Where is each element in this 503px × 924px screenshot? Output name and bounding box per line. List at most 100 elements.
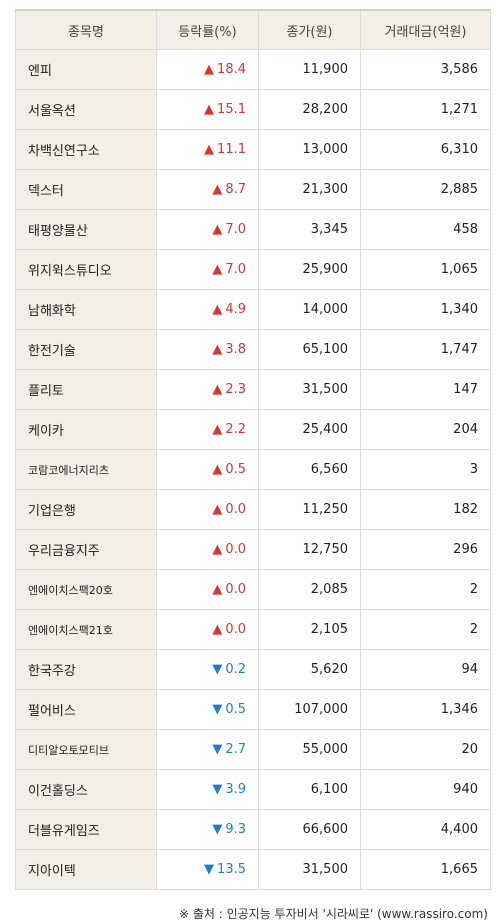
header-amount: 거래대금(억원) <box>360 9 491 50</box>
stock-name: 더블유게임즈 <box>15 809 157 850</box>
up-triangle-icon: ▲ <box>212 262 223 277</box>
change-rate-cell: ▲ 7.0 <box>156 209 259 250</box>
trading-value: 940 <box>360 769 491 810</box>
table-body: 엔피 ▲ 18.4 11,900 3,586 서울옥션 ▲ 15.1 28,200 1,271 차백… <box>15 49 491 890</box>
change-rate-cell: ▲ 0.0 <box>156 609 259 650</box>
stock-name: 지아이텍 <box>15 849 157 890</box>
change-rate-value: 0.5 <box>225 462 246 477</box>
change-rate-value: 0.0 <box>225 622 246 637</box>
change-rate-value: 0.0 <box>225 542 246 557</box>
up-triangle-icon: ▲ <box>212 422 223 437</box>
change-rate-value: 2.3 <box>225 382 246 397</box>
table-row: 이건홀딩스 ▼ 3.9 6,100 940 <box>15 769 491 810</box>
trading-value: 1,271 <box>360 89 491 130</box>
up-triangle-icon: ▲ <box>212 342 223 357</box>
closing-price: 14,000 <box>258 289 361 330</box>
change-rate-value: 0.5 <box>225 702 246 717</box>
trading-value: 1,665 <box>360 849 491 890</box>
change-rate-cell: ▲ 0.5 <box>156 449 259 490</box>
up-triangle-icon: ▲ <box>212 222 223 237</box>
stock-name: 덱스터 <box>15 169 157 210</box>
table-row: 차백신연구소 ▲ 11.1 13,000 6,310 <box>15 129 491 170</box>
change-rate-value: 2.7 <box>225 742 246 757</box>
change-rate-value: 0.0 <box>225 502 246 517</box>
change-rate-value: 13.5 <box>217 862 246 877</box>
change-rate-cell: ▲ 2.2 <box>156 409 259 450</box>
change-rate-cell: ▲ 18.4 <box>156 49 259 90</box>
table-row: 엔에이치스팩21호 ▲ 0.0 2,105 2 <box>15 609 491 650</box>
stock-name: 태평양물산 <box>15 209 157 250</box>
change-rate-cell: ▼ 9.3 <box>156 809 259 850</box>
up-triangle-icon: ▲ <box>212 542 223 557</box>
up-triangle-icon: ▲ <box>204 62 215 77</box>
down-triangle-icon: ▼ <box>204 862 215 877</box>
trading-value: 2 <box>360 609 491 650</box>
table-row: 태평양물산 ▲ 7.0 3,345 458 <box>15 209 491 250</box>
closing-price: 13,000 <box>258 129 361 170</box>
change-rate-value: 0.0 <box>225 582 246 597</box>
closing-price: 12,750 <box>258 529 361 570</box>
stock-name: 엔피 <box>15 49 157 90</box>
stock-name: 디티알오토모티브 <box>15 729 157 770</box>
table-row: 펄어비스 ▼ 0.5 107,000 1,346 <box>15 689 491 730</box>
change-rate-cell: ▲ 15.1 <box>156 89 259 130</box>
trading-value: 458 <box>360 209 491 250</box>
table-row: 서울옥션 ▲ 15.1 28,200 1,271 <box>15 89 491 130</box>
change-rate-value: 7.0 <box>225 222 246 237</box>
trading-value: 4,400 <box>360 809 491 850</box>
table-row: 디티알오토모티브 ▼ 2.7 55,000 20 <box>15 729 491 770</box>
up-triangle-icon: ▲ <box>212 462 223 477</box>
stock-name: 펄어비스 <box>15 689 157 730</box>
change-rate-value: 8.7 <box>225 182 246 197</box>
closing-price: 65,100 <box>258 329 361 370</box>
stock-name: 서울옥션 <box>15 89 157 130</box>
trading-value: 3 <box>360 449 491 490</box>
table-header-row: 종목명 등락률(%) 종가(원) 거래대금(억원) <box>15 9 491 50</box>
table-row: 우리금융지주 ▲ 0.0 12,750 296 <box>15 529 491 570</box>
closing-price: 11,250 <box>258 489 361 530</box>
stock-name: 차백신연구소 <box>15 129 157 170</box>
stock-name: 남해화학 <box>15 289 157 330</box>
change-rate-cell: ▼ 3.9 <box>156 769 259 810</box>
trading-value: 3,586 <box>360 49 491 90</box>
table-row: 코람코에너지리츠 ▲ 0.5 6,560 3 <box>15 449 491 490</box>
trading-value: 94 <box>360 649 491 690</box>
source-note: ※ 출처 : 인공지능 투자비서 '시라씨로' (www.rassiro.com… <box>178 907 488 921</box>
header-price: 종가(원) <box>258 9 361 50</box>
closing-price: 5,620 <box>258 649 361 690</box>
closing-price: 31,500 <box>258 849 361 890</box>
trading-value: 182 <box>360 489 491 530</box>
change-rate-cell: ▲ 0.0 <box>156 489 259 530</box>
down-triangle-icon: ▼ <box>212 822 223 837</box>
trading-value: 1,340 <box>360 289 491 330</box>
down-triangle-icon: ▼ <box>212 702 223 717</box>
change-rate-cell: ▲ 8.7 <box>156 169 259 210</box>
closing-price: 28,200 <box>258 89 361 130</box>
up-triangle-icon: ▲ <box>212 502 223 517</box>
trading-value: 20 <box>360 729 491 770</box>
change-rate-value: 7.0 <box>225 262 246 277</box>
closing-price: 11,900 <box>258 49 361 90</box>
stock-name: 케이카 <box>15 409 157 450</box>
stock-name: 위지윅스튜디오 <box>15 249 157 290</box>
table-row: 덱스터 ▲ 8.7 21,300 2,885 <box>15 169 491 210</box>
trading-value: 2 <box>360 569 491 610</box>
trading-value: 1,346 <box>360 689 491 730</box>
change-rate-value: 4.9 <box>225 302 246 317</box>
down-triangle-icon: ▼ <box>212 742 223 757</box>
stock-name: 엔에이치스팩20호 <box>15 569 157 610</box>
stock-name: 기업은행 <box>15 489 157 530</box>
stock-name: 한전기술 <box>15 329 157 370</box>
change-rate-cell: ▼ 2.7 <box>156 729 259 770</box>
closing-price: 55,000 <box>258 729 361 770</box>
table-row: 기업은행 ▲ 0.0 11,250 182 <box>15 489 491 530</box>
trading-value: 6,310 <box>360 129 491 170</box>
change-rate-value: 18.4 <box>217 62 246 77</box>
table-row: 케이카 ▲ 2.2 25,400 204 <box>15 409 491 450</box>
trading-value: 1,065 <box>360 249 491 290</box>
closing-price: 66,600 <box>258 809 361 850</box>
change-rate-cell: ▲ 2.3 <box>156 369 259 410</box>
header-rate: 등락률(%) <box>156 9 259 50</box>
trading-value: 147 <box>360 369 491 410</box>
change-rate-value: 15.1 <box>217 102 246 117</box>
